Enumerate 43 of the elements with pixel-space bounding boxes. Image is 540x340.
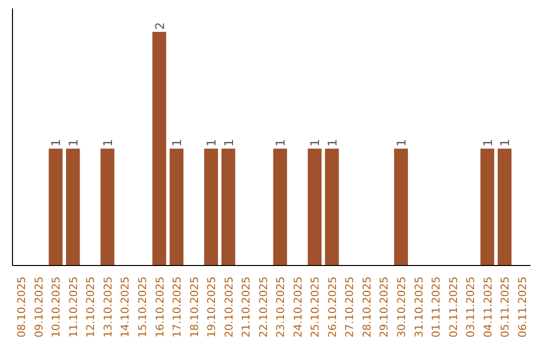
data-label: 1 [325, 138, 340, 147]
x-tick-label: 26.10.2025 [326, 276, 339, 338]
data-label: 1 [480, 138, 495, 147]
data-label: 1 [274, 138, 288, 147]
data-label: 1 [204, 138, 219, 147]
x-tick-label: 28.10.2025 [360, 276, 374, 338]
x-tick-label: 27.10.2025 [343, 276, 356, 338]
x-tick-label: 15.10.2025 [136, 276, 149, 338]
x-tick-label: 06.11.2025 [516, 276, 529, 338]
data-label: 1 [170, 138, 184, 147]
x-tick-label: 19.10.2025 [205, 276, 218, 338]
x-tick-label: 11.10.2025 [66, 276, 80, 338]
x-tick-label: 04.11.2025 [481, 276, 494, 338]
data-label: 2 [152, 22, 167, 30]
x-tick-label: 13.10.2025 [101, 276, 114, 338]
x-tick-label: 10.10.2025 [50, 276, 63, 338]
data-label: 1 [49, 138, 64, 147]
x-tick-label: 29.10.2025 [378, 276, 391, 338]
x-tick-label: 22.10.2025 [256, 276, 270, 338]
x-tick-label: 20.10.2025 [222, 276, 236, 338]
x-tick-label: 17.10.2025 [170, 276, 184, 338]
x-tick-label: 08.10.2025 [15, 276, 28, 338]
data-label: 1 [66, 138, 80, 147]
x-tick-label: 05.11.2025 [498, 276, 512, 338]
data-label: 1 [222, 138, 236, 147]
data-label: 1 [308, 138, 322, 147]
x-tick-label: 12.10.2025 [84, 276, 98, 338]
data-label: 1 [100, 138, 115, 147]
x-tick-label: 23.10.2025 [274, 276, 288, 338]
x-tick-label: 14.10.2025 [118, 276, 132, 338]
x-tick-label: 31.10.2025 [412, 276, 426, 338]
x-tick-label: 24.10.2025 [291, 276, 304, 338]
x-tick-label: 09.10.2025 [32, 276, 46, 338]
x-tick-label: 21.10.2025 [240, 276, 253, 338]
x-tick-label: 02.11.2025 [446, 276, 460, 338]
x-tick-label: 30.10.2025 [395, 276, 408, 338]
data-label: 1 [498, 138, 512, 147]
x-tick-label: 16.10.2025 [153, 276, 166, 338]
x-tick-label: 18.10.2025 [188, 276, 201, 338]
x-tick-label: 03.11.2025 [464, 276, 478, 338]
x-tick-label: 25.10.2025 [308, 276, 322, 338]
data-label: 1 [394, 138, 408, 147]
x-tick-label: 01.11.2025 [430, 276, 443, 338]
